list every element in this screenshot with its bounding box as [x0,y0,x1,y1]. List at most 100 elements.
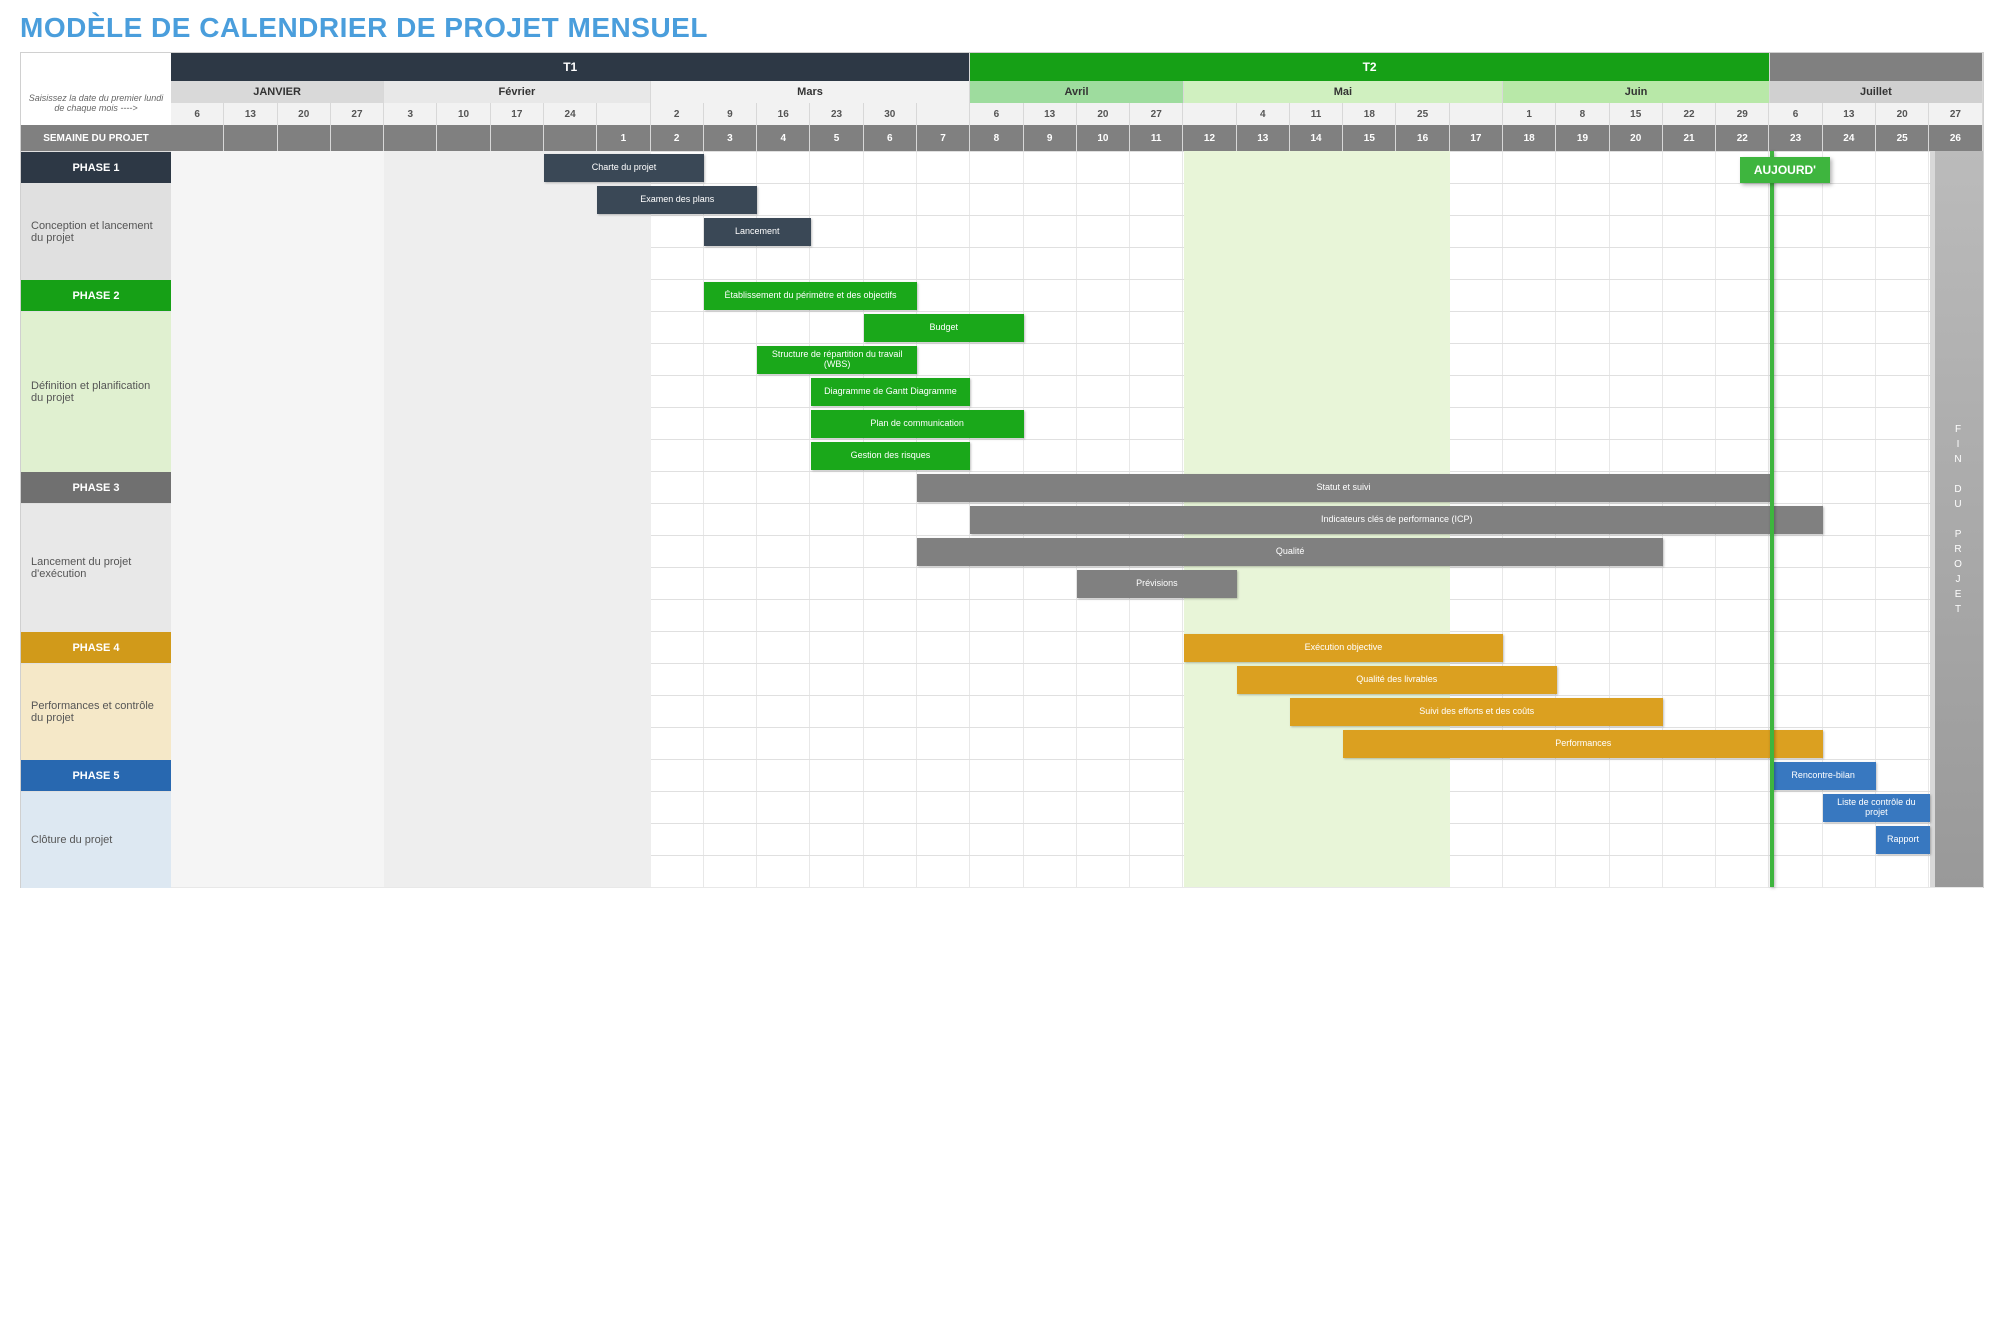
week-col-3 [331,125,384,151]
day-col-5: 10 [437,103,490,125]
week-col-4 [384,125,437,151]
day-col-23: 25 [1396,103,1449,125]
day-col-25: 1 [1503,103,1556,125]
task-bar: Rencontre-bilan [1770,762,1877,790]
phase-desc-4: Performances et contrôle du projet [21,664,171,760]
day-col-29: 29 [1716,103,1769,125]
phase-header-2: PHASE 2 [21,280,171,312]
day-col-19 [1183,103,1236,125]
month-Mai: Mai [1184,81,1504,103]
day-col-33: 27 [1929,103,1982,125]
week-col-0 [171,125,224,151]
task-bar: Examen des plans [597,186,757,214]
month-Février: Février [384,81,650,103]
day-col-3: 27 [331,103,384,125]
week-col-30: 23 [1769,125,1822,151]
week-col-25: 18 [1503,125,1556,151]
task-bar: Exécution objective [1184,634,1504,662]
phase-header-4: PHASE 4 [21,632,171,664]
task-bar: Lancement [704,218,811,246]
day-col-2: 20 [278,103,331,125]
day-col-26: 8 [1556,103,1609,125]
week-col-31: 24 [1823,125,1876,151]
week-col-29: 22 [1716,125,1769,151]
week-col-20: 13 [1237,125,1290,151]
day-col-28: 22 [1663,103,1716,125]
day-col-1: 13 [224,103,277,125]
week-col-12: 5 [810,125,863,151]
phase-desc-3: Lancement du projet d'exécution [21,504,171,632]
week-col-23: 16 [1396,125,1449,151]
quarter-T1: T1 [171,53,970,81]
phase-header-5: PHASE 5 [21,760,171,792]
week-col-1 [224,125,277,151]
month-Avril: Avril [970,81,1183,103]
task-bar: Gestion des risques [811,442,971,470]
task-bar: Rapport [1876,826,1929,854]
week-col-14: 7 [917,125,970,151]
week-col-28: 21 [1663,125,1716,151]
task-bar: Charte du projet [544,154,704,182]
quarter-T2: T2 [970,53,1769,81]
month-Juillet: Juillet [1770,81,1983,103]
gantt-chart: T1T2Saisissez la date du premier lundi d… [20,52,1984,888]
task-bar: Suivi des efforts et des coûts [1290,698,1663,726]
day-col-12: 23 [810,103,863,125]
task-bar: Qualité des livrables [1237,666,1557,694]
week-label: SEMAINE DU PROJET [21,125,171,151]
day-col-8 [597,103,650,125]
week-col-17: 10 [1077,125,1130,151]
day-col-27: 15 [1610,103,1663,125]
day-col-6: 17 [491,103,544,125]
week-col-6 [491,125,544,151]
day-col-14 [917,103,970,125]
week-col-16: 9 [1024,125,1077,151]
day-col-16: 13 [1024,103,1077,125]
task-bar: Statut et suivi [917,474,1770,502]
week-col-22: 15 [1343,125,1396,151]
task-bar: Performances [1343,730,1823,758]
week-col-19: 12 [1183,125,1236,151]
day-col-22: 18 [1343,103,1396,125]
page-title: MODÈLE DE CALENDRIER DE PROJET MENSUEL [20,12,1984,44]
phase-desc-2: Définition et planification du projet [21,312,171,472]
week-col-32: 25 [1876,125,1929,151]
week-col-33: 26 [1929,125,1982,151]
phase-desc-1: Conception et lancement du projet [21,184,171,280]
day-col-0: 6 [171,103,224,125]
task-bar: Budget [864,314,1024,342]
day-col-4: 3 [384,103,437,125]
week-col-11: 4 [757,125,810,151]
week-col-7 [544,125,597,151]
day-col-24 [1450,103,1503,125]
task-bar: Indicateurs clés de performance (ICP) [970,506,1823,534]
day-col-32: 20 [1876,103,1929,125]
week-col-5 [437,125,490,151]
quarter- [1770,53,1983,81]
week-col-9: 2 [651,125,704,151]
month-JANVIER: JANVIER [171,81,384,103]
day-col-31: 13 [1823,103,1876,125]
day-col-15: 6 [970,103,1023,125]
week-col-18: 11 [1130,125,1183,151]
day-col-18: 27 [1130,103,1183,125]
task-bar: Structure de répartition du travail (WBS… [757,346,917,374]
month-Mars: Mars [651,81,971,103]
gantt-body: AUJOURD'FIN DU PROJETPHASE 1Charte du pr… [21,151,1983,887]
week-col-13: 6 [864,125,917,151]
phase-desc-5: Clôture du projet [21,792,171,888]
task-bar: Prévisions [1077,570,1237,598]
day-col-7: 24 [544,103,597,125]
phase-header-3: PHASE 3 [21,472,171,504]
task-bar: Plan de communication [811,410,1024,438]
week-col-26: 19 [1556,125,1609,151]
day-col-9: 2 [651,103,704,125]
day-col-30: 6 [1769,103,1822,125]
week-col-15: 8 [970,125,1023,151]
week-col-8: 1 [597,125,650,151]
gantt-header: T1T2Saisissez la date du premier lundi d… [21,53,1983,151]
week-col-24: 17 [1450,125,1503,151]
day-col-17: 20 [1077,103,1130,125]
task-bar: Qualité [917,538,1663,566]
week-col-27: 20 [1610,125,1663,151]
